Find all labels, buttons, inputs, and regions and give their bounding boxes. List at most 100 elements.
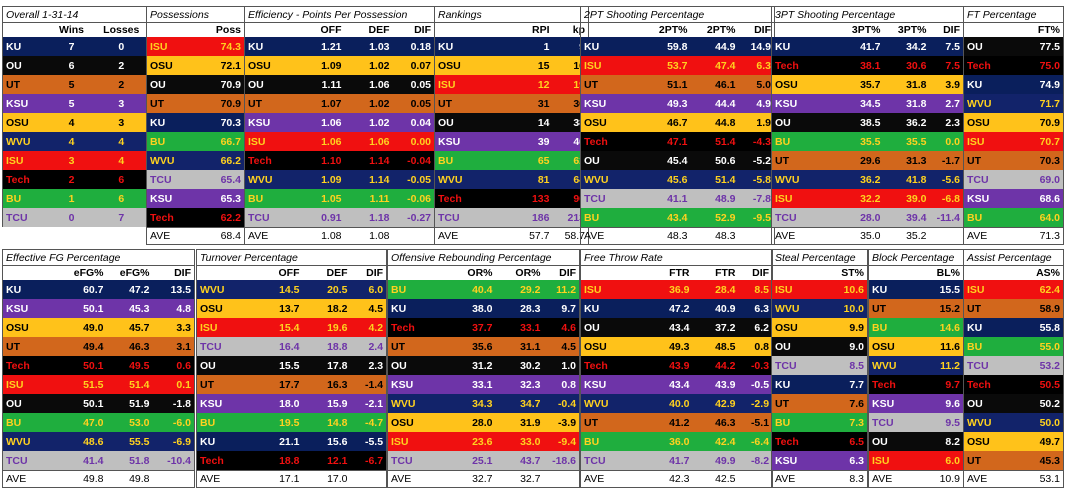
team-row[interactable]: WVU 34.3 34.7 -0.4 (387, 394, 581, 413)
team-row[interactable]: TCU 25.1 43.7 -18.6 (387, 451, 581, 471)
team-row[interactable]: UT 31 36 (434, 94, 590, 113)
team-row[interactable]: WVU 14.5 20.5 6.0 (196, 280, 388, 299)
team-row[interactable]: KU 41.7 34.2 7.5 (771, 37, 964, 56)
team-row[interactable]: OU 45.4 50.6 -5.2 (580, 151, 775, 170)
team-row[interactable]: ISU 10.6 (771, 280, 868, 299)
team-row[interactable]: Tech 133 90 (434, 189, 590, 208)
team-row[interactable]: TCU 8.5 (771, 356, 868, 375)
team-row[interactable]: KU 7.7 (771, 375, 868, 394)
team-row[interactable]: BU 14.6 (868, 318, 964, 337)
team-row[interactable]: BU 7.3 (771, 413, 868, 432)
team-row[interactable]: TCU 28.0 39.4 -11.4 (771, 208, 964, 228)
team-row[interactable]: Tech 18.8 12.1 -6.7 (196, 451, 388, 471)
team-row[interactable]: Tech 50.5 (963, 375, 1065, 394)
team-row[interactable]: ISU 15.4 19.6 4.2 (196, 318, 388, 337)
team-row[interactable]: ISU 53.7 47.4 6.3 (580, 56, 775, 75)
team-row[interactable]: Tech 75.0 (963, 56, 1065, 75)
team-row[interactable]: Tech 62.2 (146, 208, 246, 228)
team-row[interactable]: KSU 5 3 (2, 94, 148, 113)
team-row[interactable]: UT 15.2 (868, 299, 964, 318)
team-row[interactable]: OSU 1.09 1.02 0.07 (244, 56, 436, 75)
team-row[interactable]: BU 40.4 29.2 11.2 (387, 280, 581, 299)
team-row[interactable]: KSU 33.1 32.3 0.8 (387, 375, 581, 394)
team-row[interactable]: OU 77.5 (963, 37, 1065, 56)
team-row[interactable]: KSU 1.06 1.02 0.04 (244, 113, 436, 132)
team-row[interactable]: Tech 37.7 33.1 4.6 (387, 318, 581, 337)
team-row[interactable]: WVU 4 4 (2, 132, 148, 151)
team-row[interactable]: KSU 9.6 (868, 394, 964, 413)
team-row[interactable]: BU 47.0 53.0 -6.0 (2, 413, 196, 432)
team-row[interactable]: OU 43.4 37.2 6.2 (580, 318, 774, 337)
team-row[interactable]: BU 1.05 1.11 -0.06 (244, 189, 436, 208)
team-row[interactable]: OU 8.2 (868, 432, 964, 451)
team-row[interactable]: OSU 49.0 45.7 3.3 (2, 318, 196, 337)
team-row[interactable]: UT 29.6 31.3 -1.7 (771, 151, 964, 170)
team-row[interactable]: OSU 28.0 31.9 -3.9 (387, 413, 581, 432)
team-row[interactable]: OU 9.0 (771, 337, 868, 356)
team-row[interactable]: BU 1 6 (2, 189, 148, 208)
team-row[interactable]: WVU 40.0 42.9 -2.9 (580, 394, 774, 413)
team-row[interactable]: TCU 0 7 (2, 208, 148, 227)
team-row[interactable]: OSU 70.9 (963, 113, 1065, 132)
team-row[interactable]: ISU 74.3 (146, 37, 246, 56)
team-row[interactable]: Tech 43.9 44.2 -0.3 (580, 356, 774, 375)
team-row[interactable]: WVU 81 64 (434, 170, 590, 189)
team-row[interactable]: KSU 18.0 15.9 -2.1 (196, 394, 388, 413)
team-row[interactable]: BU 36.0 42.4 -6.4 (580, 432, 774, 451)
team-row[interactable]: KU 15.5 (868, 280, 964, 299)
team-row[interactable]: OU 70.9 (146, 75, 246, 94)
team-row[interactable]: OSU 72.1 (146, 56, 246, 75)
team-row[interactable]: ISU 51.5 51.4 0.1 (2, 375, 196, 394)
team-row[interactable]: UT 5 2 (2, 75, 148, 94)
team-row[interactable]: TCU 41.4 51.8 -10.4 (2, 451, 196, 471)
team-row[interactable]: Tech 2 6 (2, 170, 148, 189)
team-row[interactable]: TCU 53.2 (963, 356, 1065, 375)
team-row[interactable]: WVU 45.6 51.4 -5.8 (580, 170, 775, 189)
team-row[interactable]: WVU 10.0 (771, 299, 868, 318)
team-row[interactable]: ISU 70.7 (963, 132, 1065, 151)
team-row[interactable]: OSU 11.6 (868, 337, 964, 356)
team-row[interactable]: UT 45.3 (963, 451, 1065, 471)
team-row[interactable]: UT 41.2 46.3 -5.1 (580, 413, 774, 432)
team-row[interactable]: KU 60.7 47.2 13.5 (2, 280, 196, 299)
team-row[interactable]: KU 74.9 (963, 75, 1065, 94)
team-row[interactable]: UT 1.07 1.02 0.05 (244, 94, 436, 113)
team-row[interactable]: OSU 13.7 18.2 4.5 (196, 299, 388, 318)
team-row[interactable]: BU 19.5 14.8 -4.7 (196, 413, 388, 432)
team-row[interactable]: KSU 43.4 43.9 -0.5 (580, 375, 774, 394)
team-row[interactable]: TCU 9.5 (868, 413, 964, 432)
team-row[interactable]: WVU 71.7 (963, 94, 1065, 113)
team-row[interactable]: BU 66.7 (146, 132, 246, 151)
team-row[interactable]: Tech 38.1 30.6 7.5 (771, 56, 964, 75)
team-row[interactable]: OU 6 2 (2, 56, 148, 75)
team-row[interactable]: KU 7 0 (2, 37, 148, 56)
team-row[interactable]: KU 70.3 (146, 113, 246, 132)
team-row[interactable]: OSU 9.9 (771, 318, 868, 337)
team-row[interactable]: OU 14 38 (434, 113, 590, 132)
team-row[interactable]: WVU 50.0 (963, 413, 1065, 432)
team-row[interactable]: OSU 4 3 (2, 113, 148, 132)
team-row[interactable]: OU 38.5 36.2 2.3 (771, 113, 964, 132)
team-row[interactable]: BU 55.0 (963, 337, 1065, 356)
team-row[interactable]: BU 43.4 52.9 -9.5 (580, 208, 775, 228)
team-row[interactable]: WVU 11.2 (868, 356, 964, 375)
team-row[interactable]: TCU 69.0 (963, 170, 1065, 189)
team-row[interactable]: TCU 0.91 1.18 -0.27 (244, 208, 436, 228)
team-row[interactable]: Tech 1.10 1.14 -0.04 (244, 151, 436, 170)
team-row[interactable]: UT 49.4 46.3 3.1 (2, 337, 196, 356)
team-row[interactable]: OU 15.5 17.8 2.3 (196, 356, 388, 375)
team-row[interactable]: KU 1 9 (434, 37, 590, 56)
team-row[interactable]: KU 21.1 15.6 -5.5 (196, 432, 388, 451)
team-row[interactable]: Tech 47.1 51.4 -4.3 (580, 132, 775, 151)
team-row[interactable]: OU 31.2 30.2 1.0 (387, 356, 581, 375)
team-row[interactable]: KSU 68.6 (963, 189, 1065, 208)
team-row[interactable]: KU 1.21 1.03 0.18 (244, 37, 436, 56)
team-row[interactable]: ISU 23.6 33.0 -9.4 (387, 432, 581, 451)
team-row[interactable]: KSU 50.1 45.3 4.8 (2, 299, 196, 318)
team-row[interactable]: KSU 49.3 44.4 4.9 (580, 94, 775, 113)
team-row[interactable]: OSU 35.7 31.8 3.9 (771, 75, 964, 94)
team-row[interactable]: UT 51.1 46.1 5.0 (580, 75, 775, 94)
team-row[interactable]: OSU 49.7 (963, 432, 1065, 451)
team-row[interactable]: UT 35.6 31.1 4.5 (387, 337, 581, 356)
team-row[interactable]: KSU 34.5 31.8 2.7 (771, 94, 964, 113)
